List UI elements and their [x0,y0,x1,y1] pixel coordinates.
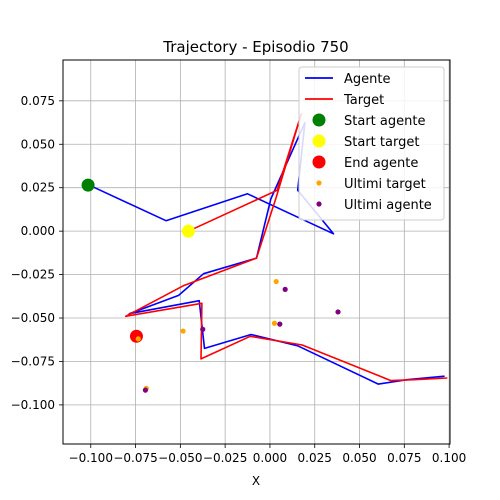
y-tick-label: 0.000 [21,224,55,238]
y-tick-label: −0.075 [11,354,55,368]
point-start-target [181,224,195,238]
legend-label-start-agente: Start agente [344,114,425,129]
x-tick-label: −0.050 [158,451,202,465]
legend-swatch-ultimi-agente [316,201,322,207]
axis-ticks: −0.100 −0.075 −0.050 −0.025 0.000 0.025 0.050 0… [11,94,467,465]
y-tick-label: −0.050 [11,311,55,325]
legend-label-agente: Agente [344,72,390,87]
series-line-target [124,113,448,382]
point-start-agente [81,178,95,192]
legend-swatch-end-agente [312,155,326,169]
x-tick-label: 0.050 [342,451,376,465]
y-tick-label: −0.025 [11,268,55,282]
x-tick-label: −0.075 [113,451,157,465]
point-ultimi-target [180,328,186,334]
y-tick-label: 0.075 [21,94,55,108]
chart-title: Trajectory - Episodio 750 [162,38,348,56]
legend: Agente Target Start agente Start target End … [298,66,445,221]
point-ultimi-agente [200,326,206,332]
point-ultimi-agente [277,321,283,327]
legend-label-end-agente: End agente [344,156,418,171]
y-tick-label: 0.025 [21,181,55,195]
x-axis-label: X [252,474,260,488]
point-ultimi-target [271,320,278,326]
x-tick-label: 0.025 [298,451,332,465]
axes-frame [62,59,451,445]
legend-swatch-start-agente [312,113,326,127]
x-tick-label: 0.000 [253,451,287,465]
point-end-agente [129,329,143,343]
point-ultimi-agente [142,387,149,393]
legend-label-ultimi-agente: Ultimi agente [344,198,432,213]
x-tick-label: 0.100 [432,451,466,465]
plot-series [81,113,448,393]
point-ultimi-target [135,336,141,342]
series-line-agente [86,121,445,385]
legend-swatch-start-target [312,134,326,148]
x-tick-label: 0.075 [387,451,421,465]
x-tick-label: −0.100 [69,451,113,465]
legend-label-ultimi-target: Ultimi target [344,177,426,192]
legend-label-target: Target [343,93,384,108]
point-ultimi-agente [282,286,288,292]
y-tick-label: 0.050 [21,137,55,151]
point-ultimi-agente [335,309,341,315]
point-ultimi-target [273,278,279,285]
y-tick-label: −0.100 [11,398,55,412]
legend-swatch-ultimi-target [316,180,322,186]
x-tick-label: −0.025 [203,451,247,465]
legend-box [298,66,445,221]
legend-label-start-target: Start target [344,135,419,150]
